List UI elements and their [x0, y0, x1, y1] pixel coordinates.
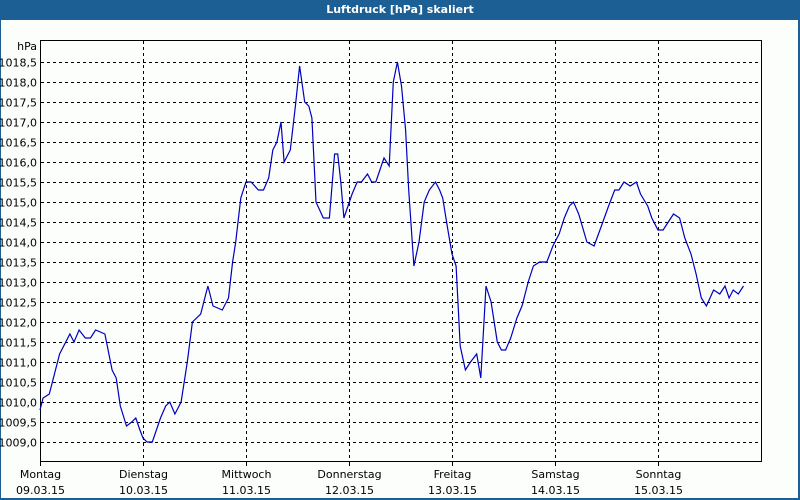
y-tick-label: 1018,5 [0, 57, 37, 70]
y-tick-label: 1009,5 [0, 417, 37, 430]
y-tick-label: 1009,0 [0, 437, 37, 450]
x-tick-date: 11.03.15 [222, 484, 271, 497]
x-tick-day: Sonntag [636, 468, 682, 481]
y-tick-label: 1010,0 [0, 397, 37, 410]
y-tick-label: 1012,0 [0, 317, 37, 330]
y-tick-label: 1014,5 [0, 217, 37, 230]
y-tick-label: 1013,0 [0, 277, 37, 290]
y-tick-label: 1013,5 [0, 257, 37, 270]
y-tick-label: 1012,5 [0, 297, 37, 310]
grid-lines [41, 41, 761, 461]
plot-frame [40, 40, 762, 462]
y-tick-label: 1014,0 [0, 237, 37, 250]
x-tick-date: 12.03.15 [325, 484, 374, 497]
x-axis-ticks: Montag 09.03.15 Dienstag 10.03.15 Mittwoch 11… [16, 462, 683, 497]
y-tick-label: 1018,0 [0, 77, 37, 90]
y-tick-label: 1011,0 [0, 357, 37, 370]
y-tick-label: 1015,5 [0, 177, 37, 190]
y-tick-label: 1010,5 [0, 377, 37, 390]
x-tick-date: 13.03.15 [428, 484, 477, 497]
y-tick-label: 1017,0 [0, 117, 37, 130]
x-tick-day: Freitag [434, 468, 472, 481]
y-axis-unit-label: hPa [17, 40, 37, 53]
x-tick-date: 09.03.15 [16, 484, 65, 497]
chart-panel [1, 20, 798, 498]
y-tick-label: 1016,5 [0, 137, 37, 150]
pressure-line [39, 61, 745, 443]
x-tick-day: Montag [20, 468, 61, 481]
y-tick-label: 1011,5 [0, 337, 37, 350]
x-tick-day: Mittwoch [222, 468, 272, 481]
x-tick-date: 10.03.15 [119, 484, 168, 497]
y-tick-label: 1016,0 [0, 157, 37, 170]
y-tick-label: 1017,5 [0, 97, 37, 110]
window-title: Luftdruck [hPa] skaliert [0, 0, 800, 20]
y-tick-label: 1015,0 [0, 197, 37, 210]
x-tick-date: 15.03.15 [634, 484, 683, 497]
x-tick-day: Samstag [531, 468, 579, 481]
y-axis-ticks: 1018,5 1018,0 1017,5 1017,0 1016,5 1016,0 1015… [0, 57, 37, 450]
x-tick-day: Dienstag [119, 468, 168, 481]
x-tick-date: 14.03.15 [531, 484, 580, 497]
x-tick-day: Donnerstag [317, 468, 381, 481]
